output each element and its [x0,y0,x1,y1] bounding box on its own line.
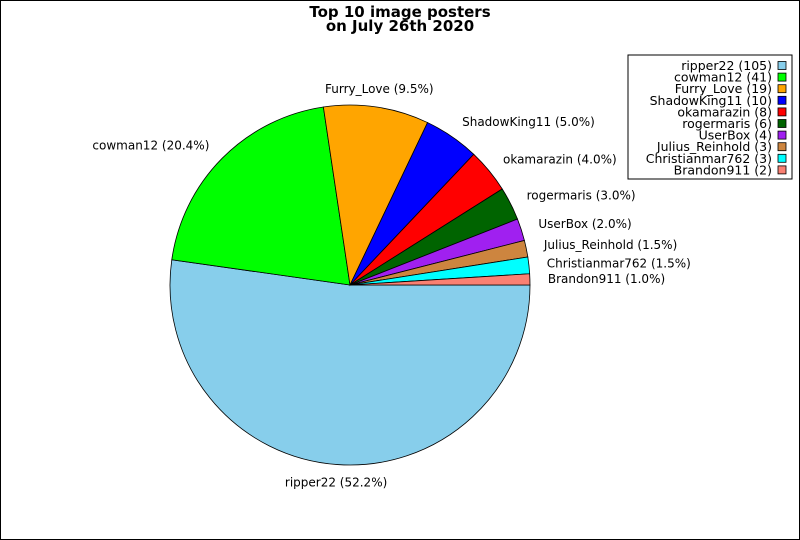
slice-label-furry-love: Furry_Love (9.5%) [325,82,434,96]
slice-label-shadowking11: ShadowKing11 (5.0%) [462,115,595,129]
legend-swatch-christianmar762 [777,153,787,163]
legend-label-shadowking11: ShadowKing11 (10) [650,93,772,108]
legend-label-christianmar762: Christianmar762 (3) [646,151,772,166]
legend-swatch-rogermaris [777,119,787,128]
pie-slice-ripper22 [169,259,531,466]
chart-title-line-2: on July 26th 2020 [326,17,474,35]
slice-label-ripper22: ripper22 (52.2%) [285,476,387,490]
slice-label-christianmar762: Christianmar762 (1.5%) [547,256,691,270]
pie-slice-furry-love [322,104,429,287]
slice-label-julius-reinhold: Julius_Reinhold (1.5%) [543,238,677,252]
legend-label-brandon911: Brandon911 (2) [674,162,772,177]
legend-swatch-julius-reinhold [777,142,787,152]
legend-swatch-cowman12 [777,72,787,82]
slice-label-okamarazin: okamarazin (4.0%) [503,152,617,166]
slice-label-cowman12: cowman12 (20.4%) [92,139,209,153]
legend-swatch-userbox [777,130,787,140]
pie-slice-brandon911 [349,273,531,286]
legend-label-okamarazin: okamarazin (8) [677,104,772,119]
slice-label-rogermaris: rogermaris (3.0%) [527,189,636,203]
legend-label-rogermaris: rogermaris (6) [682,116,772,131]
legend-label-cowman12: cowman12 (41) [674,70,772,85]
slice-label-brandon911: Brandon911 (1.0%) [548,272,665,286]
legend-swatch-brandon911 [777,165,787,175]
pie-slice-cowman12 [171,106,351,286]
legend-box [627,54,793,180]
slice-label-userbox: UserBox (2.0%) [538,217,631,231]
legend-swatch-ripper22 [777,61,787,70]
pie-slices [169,104,531,466]
legend-label-ripper22: ripper22 (105) [681,58,772,73]
chart-title-line-1: Top 10 image posters [309,3,490,21]
legend-swatch-shadowking11 [777,95,787,105]
pie-slice-labels: ripper22 (52.2%) cowman12 (20.4%) Furry_Lo… [92,82,690,489]
legend-swatch-furry-love [777,84,787,94]
legend-label-furry-love: Furry_Love (19) [675,81,772,96]
legend-label-julius-reinhold: Julius_Reinhold (3) [656,139,772,154]
chart-legend: ripper22 (105)cowman12 (41)Furry_Love (1… [627,54,793,180]
legend-swatch-okamarazin [777,107,787,117]
legend-label-userbox: UserBox (4) [699,128,772,143]
